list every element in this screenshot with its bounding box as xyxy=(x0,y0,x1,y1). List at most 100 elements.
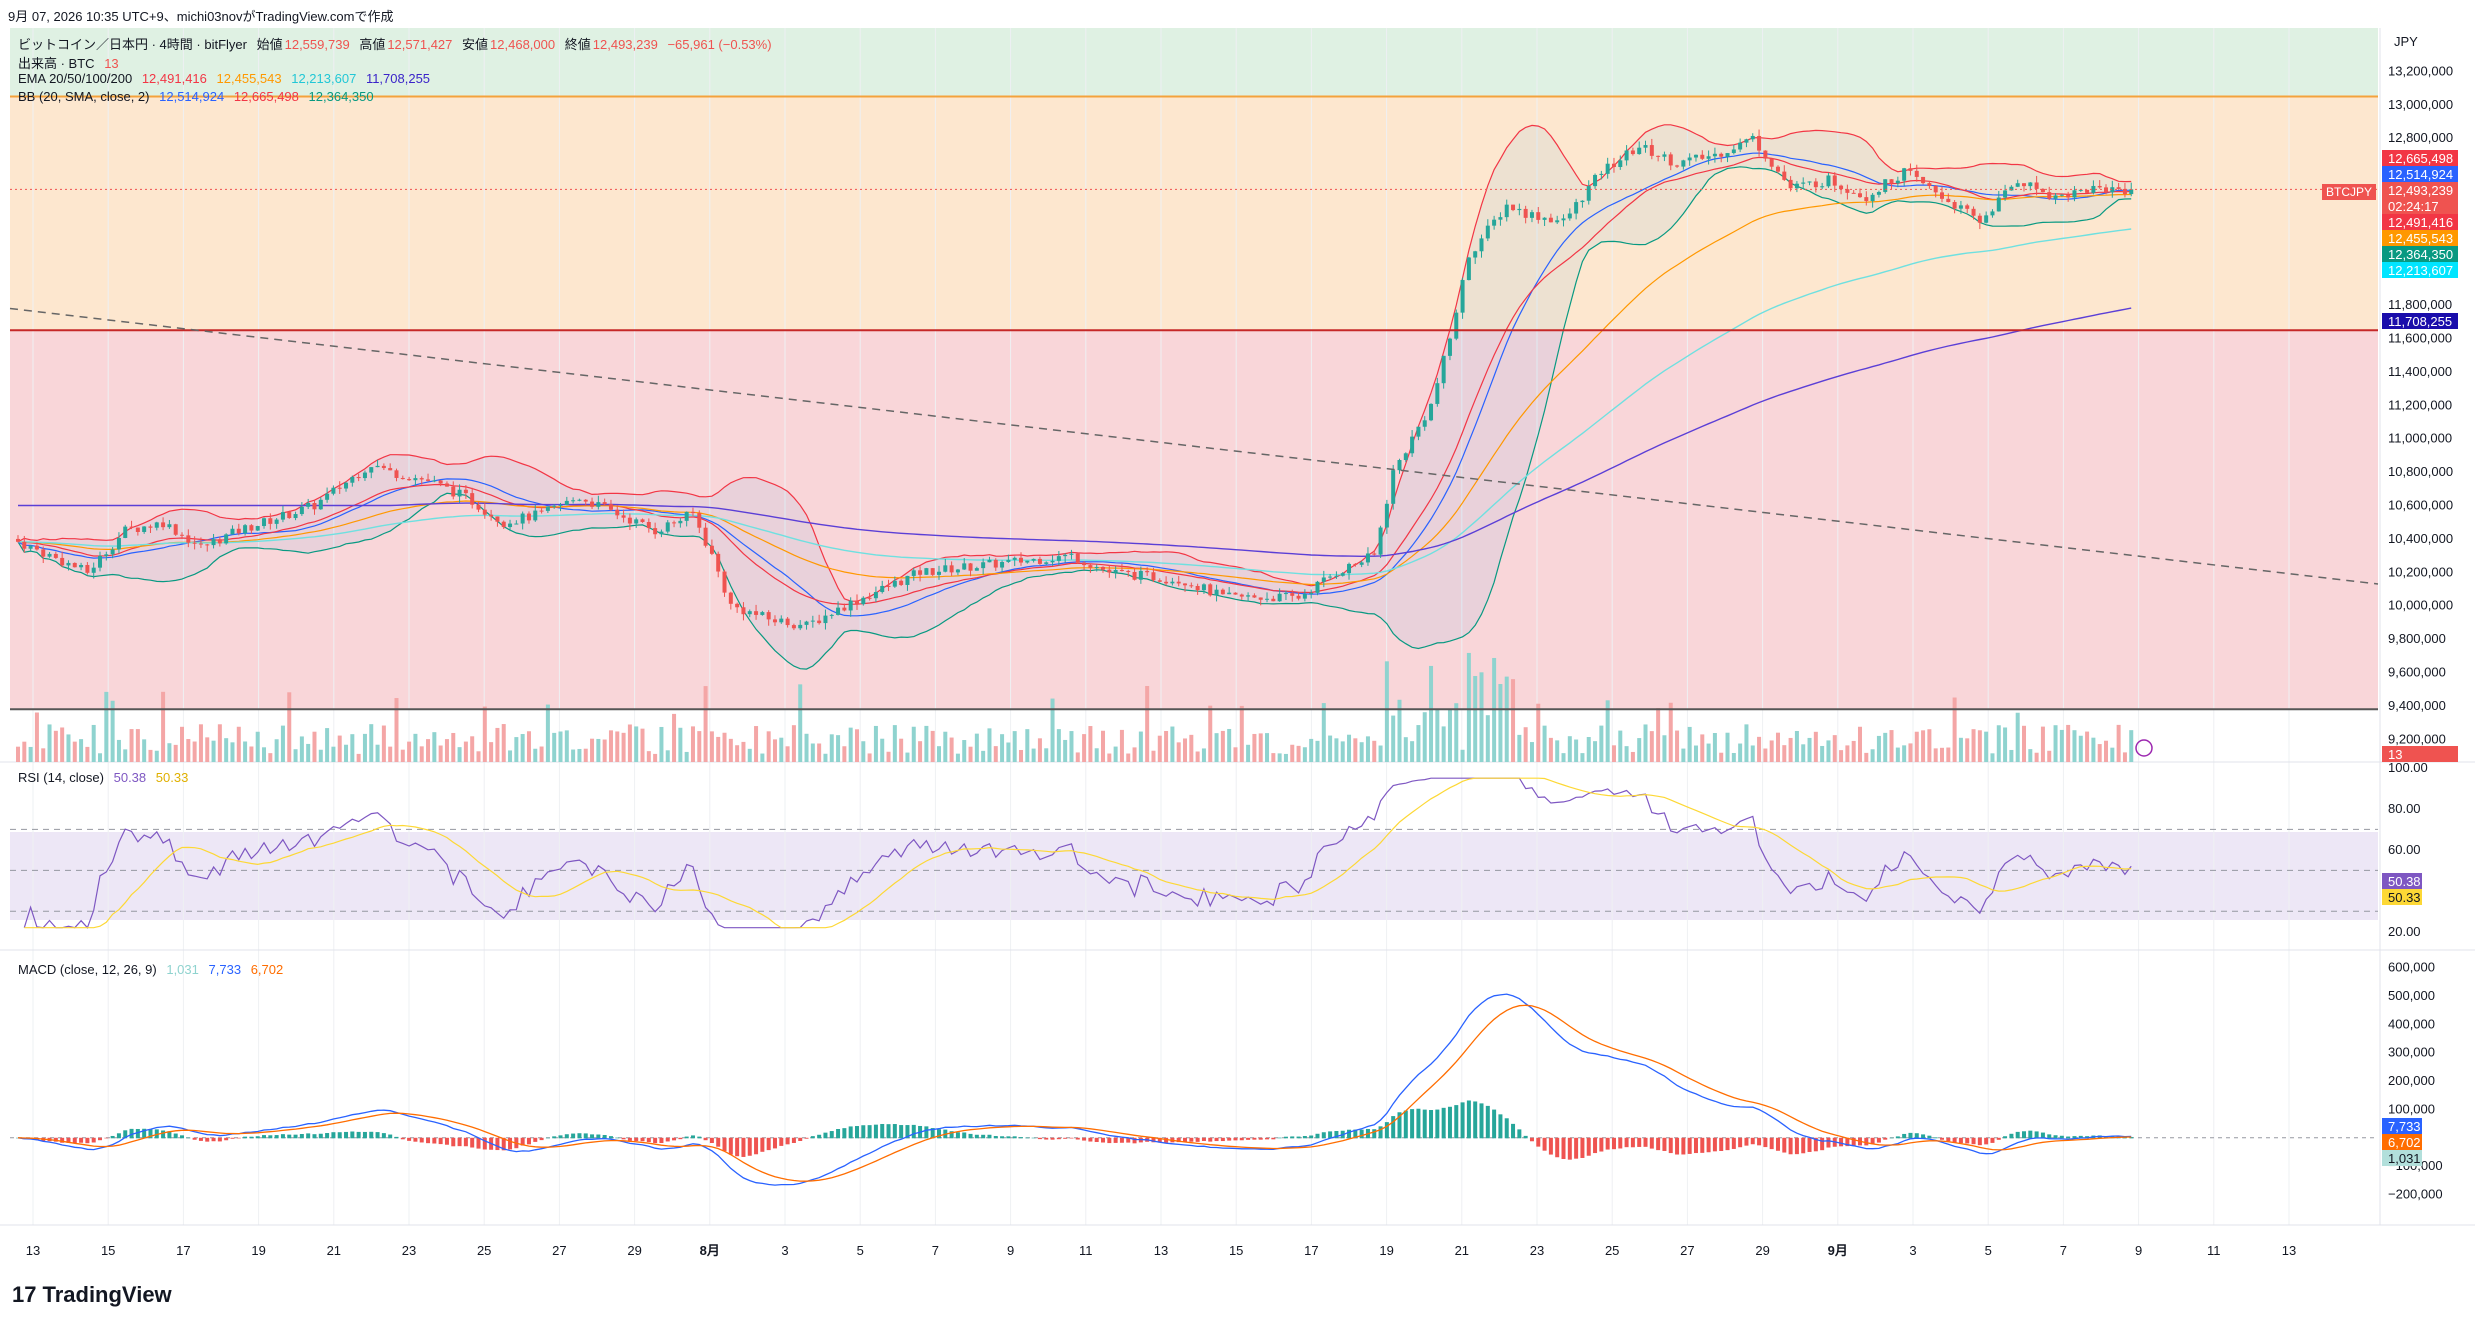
candle-body xyxy=(356,477,361,479)
candle-body xyxy=(2059,194,2064,196)
volume-bar xyxy=(1271,753,1276,762)
volume-bar xyxy=(1107,753,1112,762)
macd-histogram-bar xyxy=(703,1137,708,1141)
macd-histogram-bar xyxy=(1933,1137,1938,1139)
candle-body xyxy=(129,526,134,528)
price-tick: 10,400,000 xyxy=(2388,531,2453,546)
volume-bar xyxy=(1347,734,1352,762)
candle-body xyxy=(1763,150,1768,159)
candle-body xyxy=(205,544,210,546)
volume-bar xyxy=(1624,746,1629,762)
candle xyxy=(186,529,191,548)
volume-bar xyxy=(2053,725,2058,762)
macd-histogram-bar xyxy=(1403,1110,1408,1139)
macd-value-bg xyxy=(2382,1134,2422,1150)
macd-histogram-bar xyxy=(161,1130,166,1139)
volume-bar xyxy=(1176,742,1181,762)
legend-volume-row[interactable]: 出来高 · BTC 13 xyxy=(18,53,125,72)
macd-histogram-bar xyxy=(678,1137,683,1140)
horizontal-levels[interactable] xyxy=(9,95,2379,711)
macd-histogram-bar xyxy=(1025,1137,1030,1139)
price-tick: 11,600,000 xyxy=(2388,331,2452,346)
symbol-tag: BTCJPY xyxy=(2326,185,2372,199)
volume-value: 13 xyxy=(104,56,119,71)
volume-bar xyxy=(1681,748,1686,762)
candle-body xyxy=(1706,156,1711,159)
macd-histogram-bar xyxy=(2066,1136,2071,1139)
candle xyxy=(1315,580,1320,596)
zone-green xyxy=(10,28,2378,97)
candle-body xyxy=(981,562,986,569)
volume-bar xyxy=(1523,727,1528,762)
macd-histogram-bar xyxy=(1883,1137,1888,1140)
macd-histogram-bar xyxy=(829,1131,834,1139)
legend-symbol-row[interactable]: ビットコイン／日本円 · 4時間 · bitFlyer 始値 12,559,739… xyxy=(18,34,778,53)
candle-body xyxy=(861,597,866,605)
candle-body xyxy=(520,513,525,524)
zone-red xyxy=(10,330,2378,710)
candle-body xyxy=(1637,147,1642,155)
volume-bar xyxy=(1845,745,1850,762)
legend-macd-row[interactable]: MACD (close, 12, 26, 9) 1,031 7,733 6,70… xyxy=(18,962,289,977)
legend-bb-row[interactable]: BB (20, SMA, close, 2) 12,514,924 12,665… xyxy=(18,89,380,104)
candle-body xyxy=(848,600,853,611)
candle-body xyxy=(2066,194,2071,198)
volume-bar xyxy=(337,735,342,762)
candle-body xyxy=(1693,154,1698,158)
candle-body xyxy=(1839,185,1844,190)
macd-histogram-bar xyxy=(198,1137,203,1141)
open-label: 始値 xyxy=(256,37,283,52)
candle xyxy=(640,518,645,523)
macd-histogram-bar xyxy=(123,1130,128,1139)
macd-histogram-bar xyxy=(1958,1137,1963,1144)
candle xyxy=(1725,152,1730,163)
macd-histogram-bar xyxy=(760,1137,765,1152)
tradingview-logo[interactable]: 17 TradingView xyxy=(12,1282,172,1308)
legend-ema-row[interactable]: EMA 20/50/100/200 12,491,416 12,455,543 … xyxy=(18,71,436,86)
candle xyxy=(1731,144,1736,155)
volume-bar xyxy=(426,739,431,762)
macd-histogram-bar xyxy=(1643,1137,1648,1147)
candle xyxy=(545,506,550,514)
bb-basis-value: 12,514,924 xyxy=(159,89,225,104)
candle xyxy=(817,614,822,625)
candle-body xyxy=(1460,280,1465,313)
macd-histogram-bar xyxy=(280,1134,285,1139)
volume-bar xyxy=(1605,700,1610,762)
candle xyxy=(1807,181,1812,186)
candle xyxy=(905,575,910,591)
candle xyxy=(2078,189,2083,192)
candle-body xyxy=(798,624,803,629)
macd-histogram-bar xyxy=(1056,1137,1061,1140)
volume-bar xyxy=(1214,733,1219,762)
legend-rsi-row[interactable]: RSI (14, close) 50.38 50.33 xyxy=(18,770,194,785)
macd-histogram-bar xyxy=(394,1136,399,1139)
volume-bar xyxy=(962,740,967,762)
macd-histogram-bar xyxy=(709,1137,714,1143)
candle-body xyxy=(672,522,677,524)
candle-body xyxy=(1466,257,1471,281)
candle xyxy=(1063,553,1068,563)
candle-body xyxy=(1593,174,1598,187)
symbol-name[interactable]: ビットコイン／日本円 · 4時間 · bitFlyer xyxy=(18,37,247,52)
price-tick: 10,600,000 xyxy=(2388,498,2453,513)
volume-bar xyxy=(344,744,349,762)
volume-bar xyxy=(1555,740,1560,762)
price-label-text: 12,364,350 xyxy=(2388,247,2453,262)
candle xyxy=(1252,593,1257,598)
macd-histogram-bar xyxy=(192,1137,197,1140)
volume-bar xyxy=(2009,749,2014,762)
volume-bar xyxy=(1656,708,1661,762)
bb-lower-value: 12,364,350 xyxy=(308,89,374,104)
time-tick: 17 xyxy=(1304,1243,1318,1258)
candle-body xyxy=(747,611,752,615)
volume-bar xyxy=(482,706,487,762)
candle xyxy=(1460,277,1465,319)
candle-body xyxy=(1019,557,1024,563)
candle xyxy=(1082,561,1087,571)
candle xyxy=(72,562,77,568)
candle xyxy=(1454,309,1459,341)
time-axis[interactable]: 13 15 17 19 21 23 25 27 29 8月 3 5 7 9 11 13 15 17 19 21 23 25… xyxy=(26,1243,2296,1258)
candle xyxy=(1687,153,1692,166)
